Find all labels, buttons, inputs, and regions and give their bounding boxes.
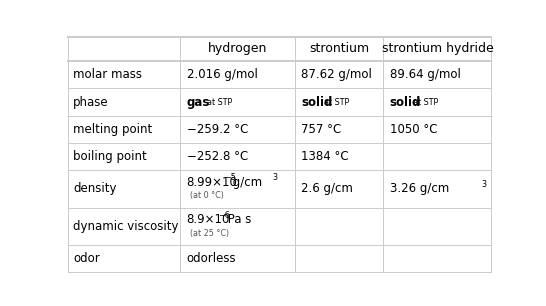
Text: melting point: melting point	[73, 123, 152, 136]
Text: 89.64 g/mol: 89.64 g/mol	[390, 68, 461, 81]
Text: −5: −5	[224, 173, 236, 182]
Text: at STP: at STP	[324, 98, 349, 106]
Text: boiling point: boiling point	[73, 150, 147, 163]
Text: (at 25 °C): (at 25 °C)	[190, 229, 229, 237]
Text: at STP: at STP	[413, 98, 438, 106]
Text: 8.99×10: 8.99×10	[187, 176, 238, 188]
Text: 2.6 g/cm: 2.6 g/cm	[301, 182, 353, 195]
Text: solid: solid	[390, 95, 421, 109]
Text: strontium hydride: strontium hydride	[382, 43, 494, 55]
Text: (at 0 °C): (at 0 °C)	[190, 191, 224, 200]
Text: density: density	[73, 182, 117, 195]
Text: 757 °C: 757 °C	[301, 123, 341, 136]
Text: 3: 3	[481, 180, 486, 189]
Text: odorless: odorless	[187, 252, 236, 265]
Text: at STP: at STP	[207, 98, 232, 106]
Text: phase: phase	[73, 95, 109, 109]
Text: 1050 °C: 1050 °C	[390, 123, 437, 136]
Text: −252.8 °C: −252.8 °C	[187, 150, 248, 163]
Text: 3.26 g/cm: 3.26 g/cm	[390, 182, 449, 195]
Text: hydrogen: hydrogen	[208, 43, 267, 55]
Text: odor: odor	[73, 252, 100, 265]
Text: 2.016 g/mol: 2.016 g/mol	[187, 68, 258, 81]
Text: molar mass: molar mass	[73, 68, 143, 81]
Text: solid: solid	[301, 95, 333, 109]
Text: −259.2 °C: −259.2 °C	[187, 123, 248, 136]
Text: Pa s: Pa s	[223, 213, 251, 226]
Text: g/cm: g/cm	[229, 176, 262, 188]
Text: strontium: strontium	[309, 43, 369, 55]
Text: 1384 °C: 1384 °C	[301, 150, 348, 163]
Text: 87.62 g/mol: 87.62 g/mol	[301, 68, 372, 81]
Text: 8.9×10: 8.9×10	[187, 213, 230, 226]
Text: dynamic viscosity: dynamic viscosity	[73, 220, 179, 233]
Text: 3: 3	[272, 173, 277, 182]
Text: −6: −6	[218, 211, 230, 220]
Text: gas: gas	[187, 95, 210, 109]
